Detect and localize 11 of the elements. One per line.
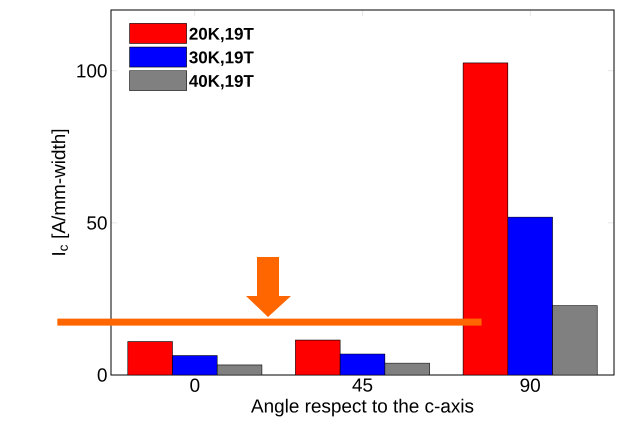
legend-label: 20K,19T xyxy=(189,28,254,42)
legend-label: 30K,19T xyxy=(189,51,254,66)
y-tick-label: 50 xyxy=(87,216,107,230)
legend-label: 40K,19T xyxy=(189,74,254,90)
x-axis-title: Angle respect to the c-axis xyxy=(251,398,474,416)
x-tick-label: 0 xyxy=(190,378,200,392)
y-tick-label: 100 xyxy=(77,64,107,78)
x-tick-label: 90 xyxy=(520,378,540,392)
y-axis-title: I$_{c}$ [A/mm-width] xyxy=(51,130,70,255)
y-tick-label: 0 xyxy=(98,368,107,382)
x-tick-label: 45 xyxy=(352,378,372,392)
